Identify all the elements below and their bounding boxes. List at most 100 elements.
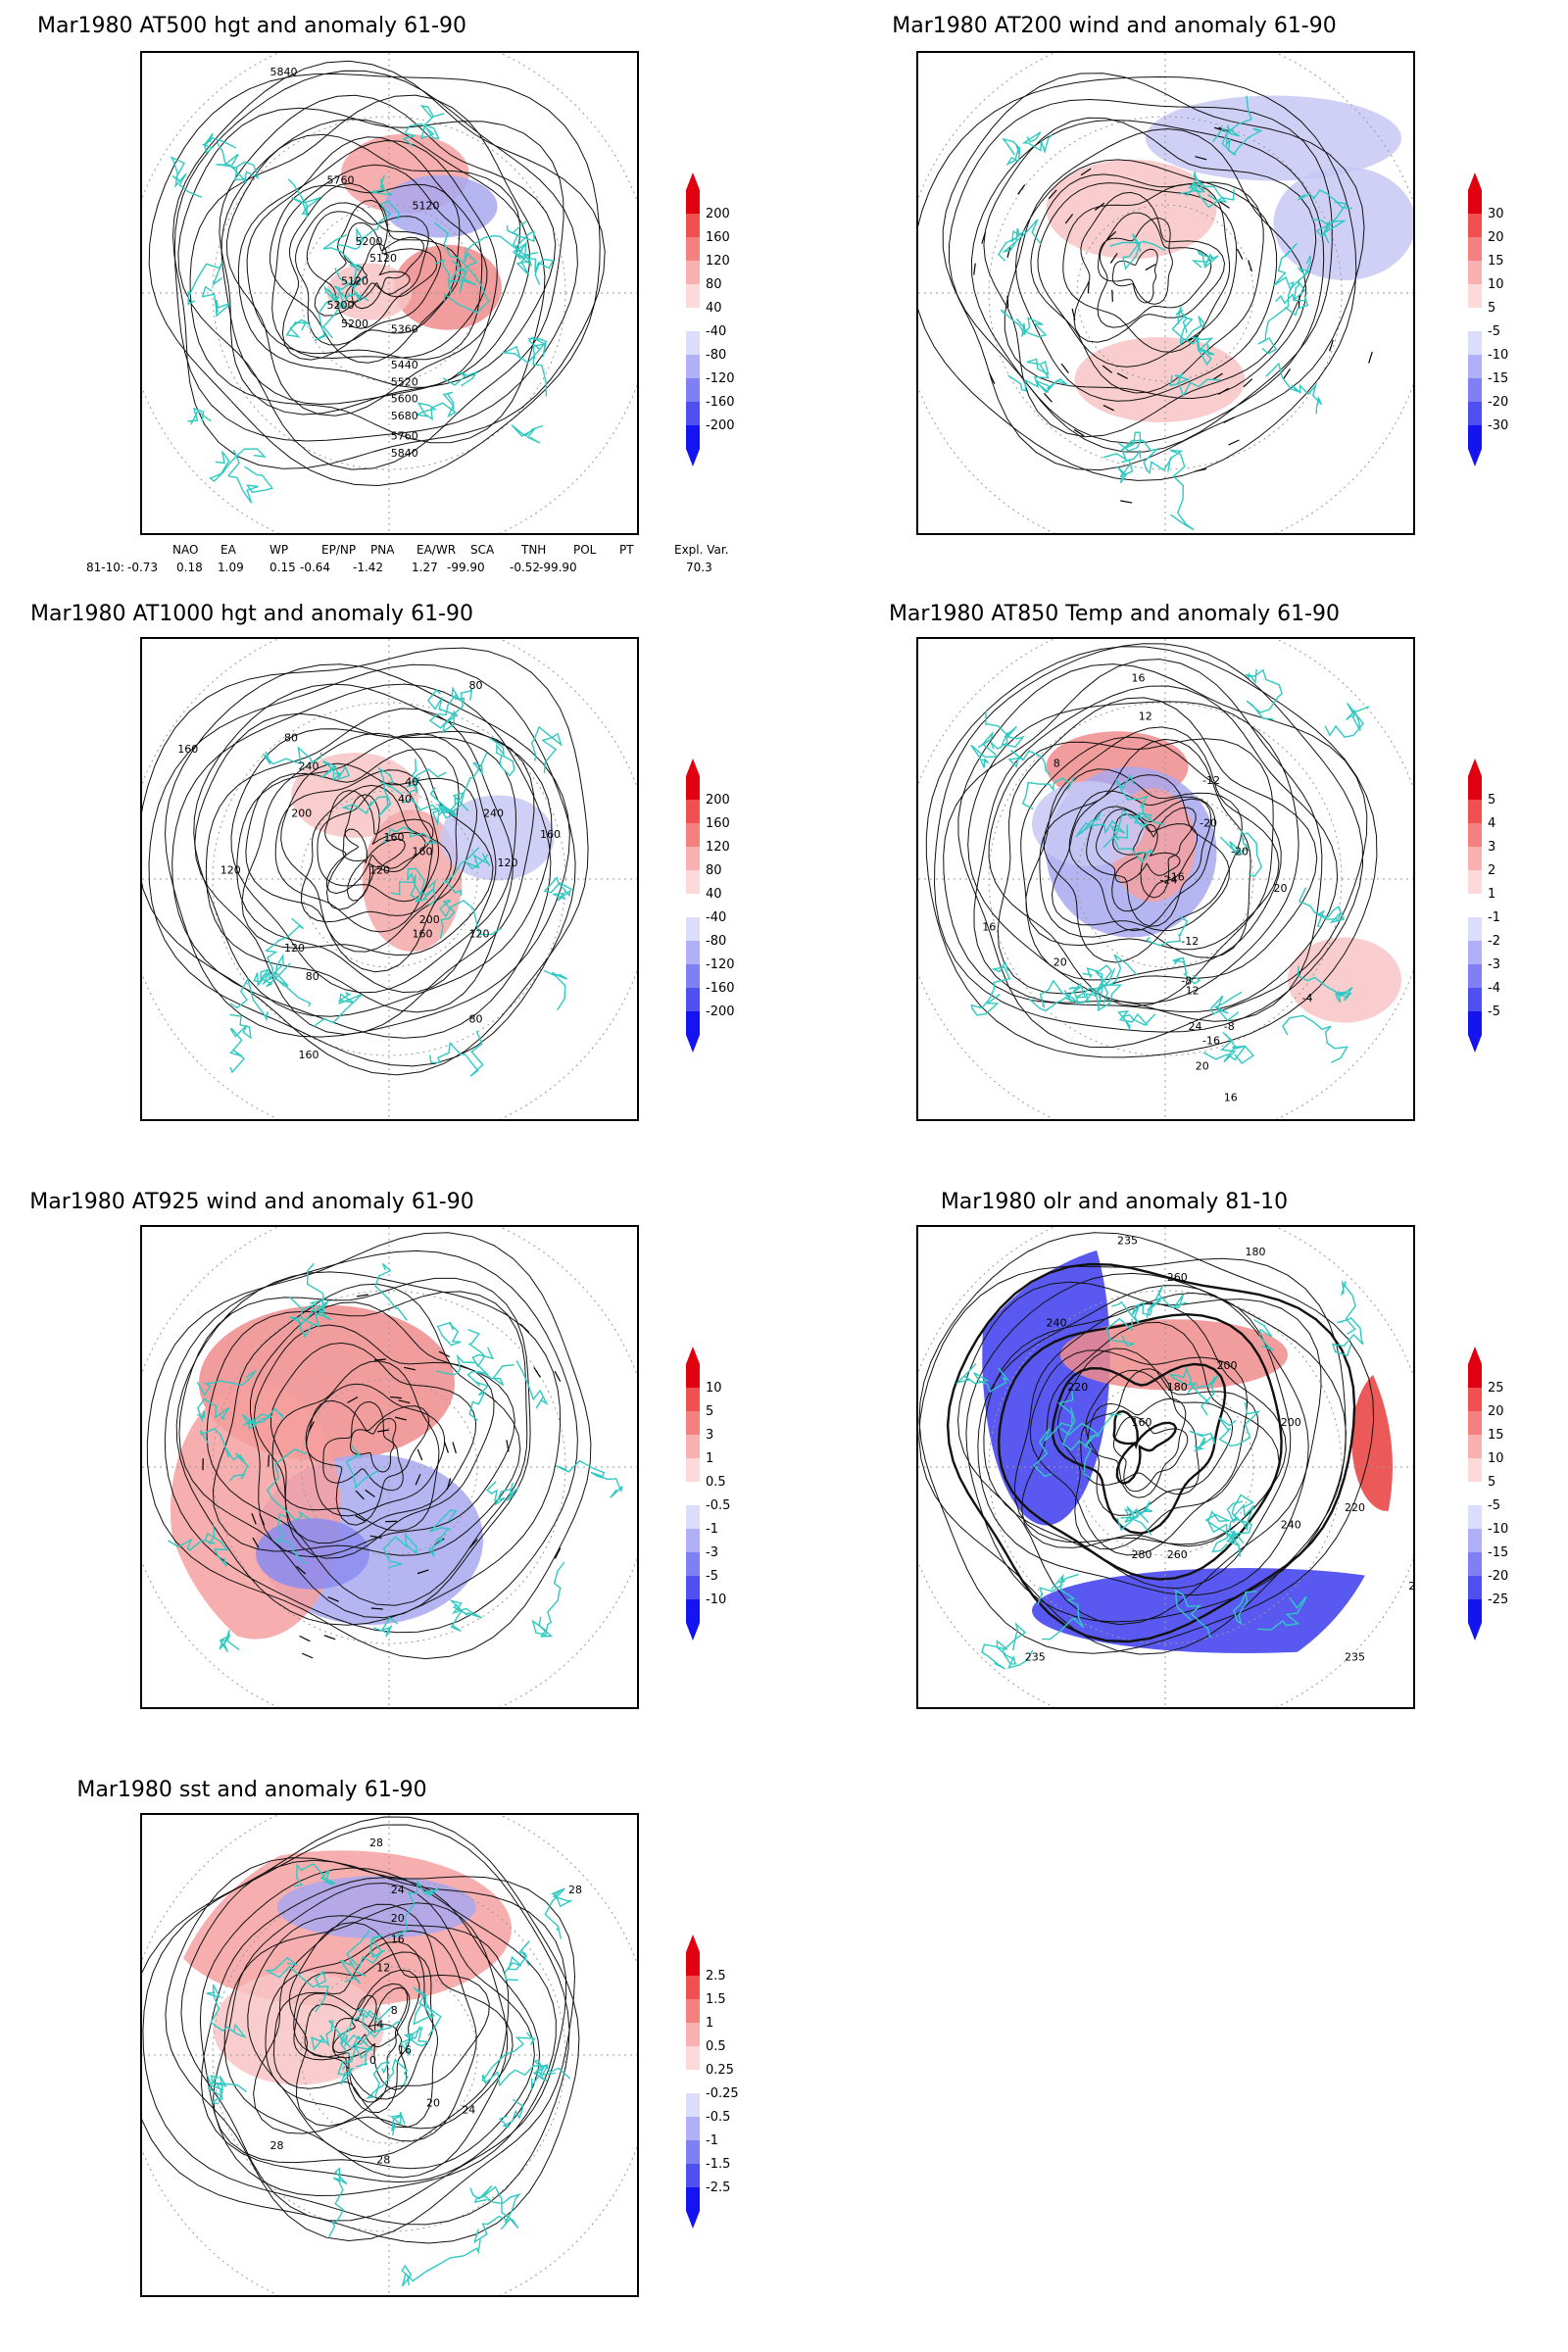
contour-label: 120 [369,863,390,876]
contour [349,1418,397,1473]
colorbar-segment [1468,800,1482,823]
contour-label: 235 [1025,1650,1046,1663]
coastline [1171,316,1206,352]
coastline [392,1880,440,1940]
coastline [970,960,1011,1016]
coastline [209,448,267,482]
colorbar-segment [686,1482,700,1505]
contour-label: 4 [376,2019,383,2032]
contour-label: 5520 [391,375,418,388]
colorbar-arrow-bottom [686,1035,700,1053]
contour [1025,726,1280,951]
contour [1037,182,1238,368]
coastline [1298,887,1346,928]
colorbar-segment [686,894,700,917]
colorbar-arrow-bottom [1468,1035,1482,1053]
colorbar: 200 160 120 80 40 -40 -80 -120 -160 -200 [676,172,755,466]
coastline [1167,449,1195,531]
index-value: -0.52 [510,561,541,574]
wind-arrow [373,1358,386,1361]
contour-label: 160 [384,831,405,844]
index-header: EA [220,543,236,557]
wind-vectors [973,126,1373,504]
coastline [322,233,361,299]
coastline [1082,964,1116,993]
coastline [202,132,237,155]
coastline [200,1427,249,1482]
contour [1086,798,1212,927]
colorbar-tick-label: -1.5 [706,2157,730,2172]
contour [942,73,1365,471]
contour [280,762,478,953]
wind-arrow [1116,372,1128,379]
coastline [416,391,458,421]
colorbar-tick-label: -40 [706,324,726,339]
wind-arrow [1223,416,1235,423]
coastline [204,1532,229,1567]
contour [306,211,429,329]
contour [983,117,1317,438]
coastline [289,1309,314,1339]
contour [241,732,494,956]
contour-labels: 16128-12-20-24-16-20-12-816122020242016-… [982,672,1312,1104]
coastline [429,1031,484,1077]
coastline [467,1329,494,1368]
panel-at200-wind: Mar1980 AT200 wind and anomaly 61-90 30 2… [784,0,1568,588]
index-value: 1.09 [218,561,244,574]
colorbar-segment [1468,988,1482,1011]
contour-label: 160 [413,845,433,858]
colorbar-segment [1468,237,1482,261]
wind-arrow [443,1442,450,1453]
lat-lon-grid [918,53,1413,533]
coastline [543,969,568,1010]
map-frame: 80 160 80 240 200 40 40 160 120 160 240 120 160 120 20… [140,637,639,1121]
colorbar-tick-label: -0.5 [706,1498,730,1513]
contour [322,1400,404,1492]
colorbar-tick-label: 1 [706,2016,713,2031]
contour [270,1342,477,1544]
colorbar-tick-label: 2 [1488,863,1495,878]
colorbar-segment [686,308,700,331]
colorbar-tick-label: 160 [706,230,730,245]
contour [281,182,462,361]
contour-label: -20 [1200,816,1217,829]
colorbar-segment [1468,402,1482,425]
index-header: EA/WR [416,543,457,557]
contour [173,70,578,442]
colorbar-segment [1468,1411,1482,1435]
contour [918,1257,1347,1655]
land-outlines [206,1862,573,2287]
coastline [263,917,305,985]
colorbar: 10 5 3 1 0.5 -0.5 -1 -3 -5 -10 [676,1347,755,1641]
coastline [285,318,312,338]
coastline [206,1984,247,2039]
coastline [312,992,363,1028]
contour-lines [146,1232,592,1660]
coastline [1233,1591,1257,1626]
colorbar-segment [1468,870,1482,894]
coastline [1169,1366,1210,1404]
colorbar-tick-label: 15 [1488,254,1504,269]
coastline [436,1321,462,1347]
contour [274,769,439,933]
coastline [187,262,223,306]
contour [175,1271,562,1626]
coastline [531,725,563,773]
wind-arrow [1106,230,1117,240]
colorbar-segment [686,1411,700,1435]
wind-arrow [989,372,996,384]
wind-arrow [1073,429,1085,437]
coastline [1027,986,1082,1012]
colorbar-segment [686,776,700,800]
colorbar-segment [686,1458,700,1482]
contour [178,1277,531,1619]
coastline [469,2184,521,2224]
coastline [1175,1589,1211,1638]
wind-arrow [1329,339,1334,352]
contour [172,683,552,1039]
anomaly-shading [171,1850,512,2085]
contour-label: 40 [398,793,412,806]
contour-label: -8 [1181,974,1192,987]
contour [324,789,434,910]
contour-label: 16 [398,2044,412,2057]
